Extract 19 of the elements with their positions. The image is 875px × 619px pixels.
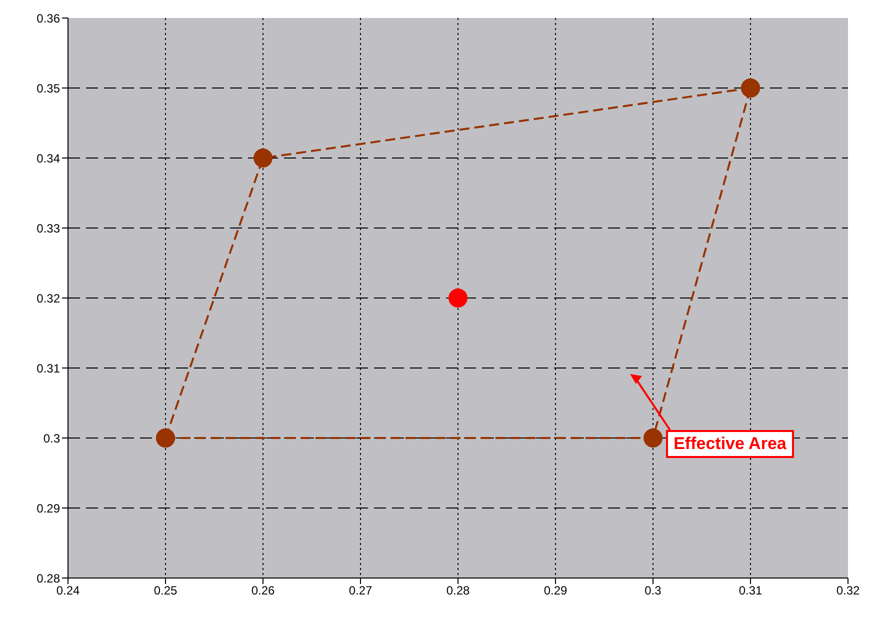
x-tick-label: 0.25 xyxy=(154,584,178,598)
annotation: Effective Area xyxy=(666,430,794,458)
x-tick-label: 0.28 xyxy=(446,584,470,598)
x-tick-label: 0.3 xyxy=(644,584,662,598)
x-tick-label: 0.24 xyxy=(56,584,80,598)
y-tick-label: 0.28 xyxy=(36,571,60,586)
y-tick-label: 0.31 xyxy=(36,361,60,376)
x-tick-label: 0.26 xyxy=(251,584,275,598)
y-tick-label: 0.34 xyxy=(36,151,60,166)
x-tick-label: 0.27 xyxy=(348,584,372,598)
y-tick-label: 0.32 xyxy=(36,291,60,306)
y-tick-label: 0.29 xyxy=(36,501,60,516)
y-tick-label: 0.35 xyxy=(36,81,60,96)
x-tick-label: 0.32 xyxy=(836,584,860,598)
x-tick-label: 0.31 xyxy=(738,584,762,598)
y-tick-label: 0.33 xyxy=(36,221,60,236)
y-tick-label: 0.3 xyxy=(43,431,60,446)
y-tick-label: 0.36 xyxy=(36,11,60,26)
x-tick-label: 0.29 xyxy=(544,584,568,598)
